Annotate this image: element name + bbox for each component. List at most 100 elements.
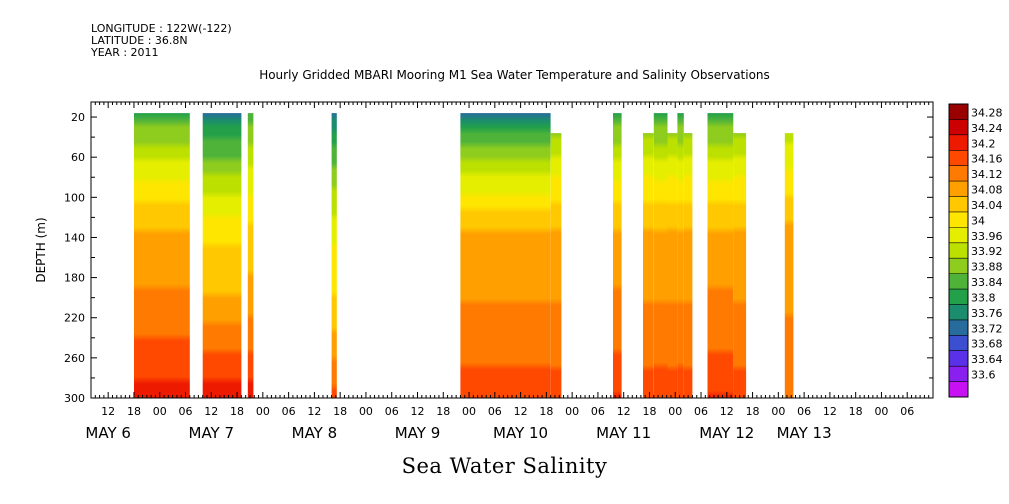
x-tick-label: 12 — [720, 405, 734, 418]
salinity-block — [643, 133, 654, 398]
colorbar-level-label: 34.16 — [971, 153, 1003, 166]
colorbar-swatch — [949, 181, 968, 197]
salinity-field — [134, 113, 794, 398]
x-tick-label: 18 — [849, 405, 863, 418]
latitude-label: LATITUDE : 36.8N — [91, 34, 188, 47]
colorbar-swatch — [949, 196, 968, 213]
colorbar-swatch — [949, 150, 968, 167]
colorbar-level-label: 34.28 — [971, 106, 1003, 119]
colorbar-swatch — [949, 134, 968, 151]
colorbar-swatch — [949, 319, 968, 336]
colorbar-level-label: 33.64 — [971, 353, 1003, 366]
x-tick-label: 18 — [436, 405, 450, 418]
colorbar-level-label: 34.2 — [971, 137, 996, 150]
salinity-block — [707, 113, 734, 398]
colorbar-level-label: 34.24 — [971, 122, 1003, 135]
x-tick-label: 06 — [282, 405, 296, 418]
x-tick-label: 00 — [359, 405, 373, 418]
x-tick-label: 12 — [410, 405, 424, 418]
y-axis-label: DEPTH (m) — [34, 217, 48, 282]
x-tick-label: 12 — [307, 405, 321, 418]
x-day-label: MAY 13 — [777, 424, 832, 442]
x-tick-label: 00 — [462, 405, 476, 418]
salinity-block — [683, 133, 693, 398]
colorbar-swatch — [949, 104, 968, 120]
salinity-block — [134, 113, 190, 398]
x-tick-label: 12 — [204, 405, 218, 418]
x-axis: 12 18 00 06 12 18 00 06 12 18 00 06 12 18 00 06 12 18 00 06… — [85, 102, 930, 442]
y-tick-label: 300 — [64, 392, 85, 405]
variable-caption: Sea Water Salinity — [401, 454, 608, 478]
salinity-block — [202, 113, 242, 398]
y-tick-label: 60 — [71, 151, 85, 164]
colorbar-level-label: 33.84 — [971, 276, 1003, 289]
x-tick-label: 06 — [179, 405, 193, 418]
colorbar-swatch — [949, 335, 968, 352]
y-tick-label: 140 — [64, 231, 85, 244]
y-tick-label: 260 — [64, 352, 85, 365]
x-tick-label: 00 — [771, 405, 785, 418]
salinity-block — [653, 113, 668, 398]
colorbar-swatch — [949, 119, 968, 136]
x-tick-label: 00 — [565, 405, 579, 418]
colorbar-swatch — [949, 258, 968, 275]
y-tick-label: 180 — [64, 272, 85, 285]
x-day-label: MAY 9 — [395, 424, 441, 442]
colorbar-level-label: 33.88 — [971, 261, 1003, 274]
y-tick-label: 100 — [64, 191, 85, 204]
colorbar-level-label: 34 — [971, 214, 985, 227]
salinity-block — [460, 113, 551, 398]
x-tick-label: 06 — [900, 405, 914, 418]
x-day-label: MAY 6 — [85, 424, 131, 442]
colorbar-swatch — [949, 211, 968, 228]
x-tick-label: 00 — [874, 405, 888, 418]
colorbar-level-label: 34.12 — [971, 168, 1003, 181]
colorbar-swatch — [949, 304, 968, 321]
colorbar-level-label: 33.96 — [971, 230, 1003, 243]
x-tick-label: 18 — [127, 405, 141, 418]
x-tick-label: 18 — [333, 405, 347, 418]
colorbar-swatch — [949, 366, 968, 382]
salinity-block — [550, 133, 562, 398]
colorbar-swatch — [949, 165, 968, 182]
colorbar-level-label: 34.08 — [971, 184, 1003, 197]
chart-title: Hourly Gridded MBARI Mooring M1 Sea Wate… — [259, 68, 770, 82]
x-day-label: MAY 10 — [493, 424, 548, 442]
salinity-block — [613, 113, 622, 398]
x-tick-label: 12 — [617, 405, 631, 418]
y-axis: 20 60 100 140 180 220 260 300 — [64, 111, 933, 405]
x-tick-label: 06 — [591, 405, 605, 418]
year-label: YEAR : 2011 — [91, 46, 159, 59]
x-tick-label: 18 — [539, 405, 553, 418]
colorbar-level-label: 34.04 — [971, 199, 1003, 212]
x-tick-label: 06 — [694, 405, 708, 418]
x-tick-label: 00 — [153, 405, 167, 418]
x-tick-label: 12 — [514, 405, 528, 418]
colorbar-legend: 34.28 34.24 34.2 34.16 34.12 34.08 34.04 34 33.9… — [948, 103, 1003, 398]
y-tick-label: 220 — [64, 312, 85, 325]
colorbar-swatch — [949, 273, 968, 290]
salinity-block — [331, 113, 337, 398]
colorbar-swatch — [949, 381, 968, 398]
salinity-block — [733, 133, 747, 398]
colorbar-swatch — [949, 227, 968, 244]
salinity-block — [247, 113, 254, 398]
colorbar-swatch — [949, 350, 968, 367]
y-tick-label: 20 — [71, 111, 85, 124]
colorbar-level-label: 33.68 — [971, 338, 1003, 351]
x-tick-label: 00 — [256, 405, 270, 418]
salinity-block — [667, 133, 678, 398]
colorbar-level-label: 33.8 — [971, 291, 996, 304]
colorbar-level-label: 33.6 — [971, 369, 996, 382]
x-tick-label: 06 — [488, 405, 502, 418]
x-day-label: MAY 12 — [699, 424, 754, 442]
colorbar-level-label: 33.76 — [971, 307, 1003, 320]
colorbar-level-label: 33.72 — [971, 322, 1003, 335]
colorbar-level-label: 33.92 — [971, 245, 1003, 258]
x-day-label: MAY 8 — [292, 424, 338, 442]
x-tick-label: 18 — [746, 405, 760, 418]
colorbar-swatch — [949, 289, 968, 305]
x-tick-label: 00 — [668, 405, 682, 418]
x-tick-label: 12 — [101, 405, 115, 418]
x-tick-label: 06 — [385, 405, 399, 418]
